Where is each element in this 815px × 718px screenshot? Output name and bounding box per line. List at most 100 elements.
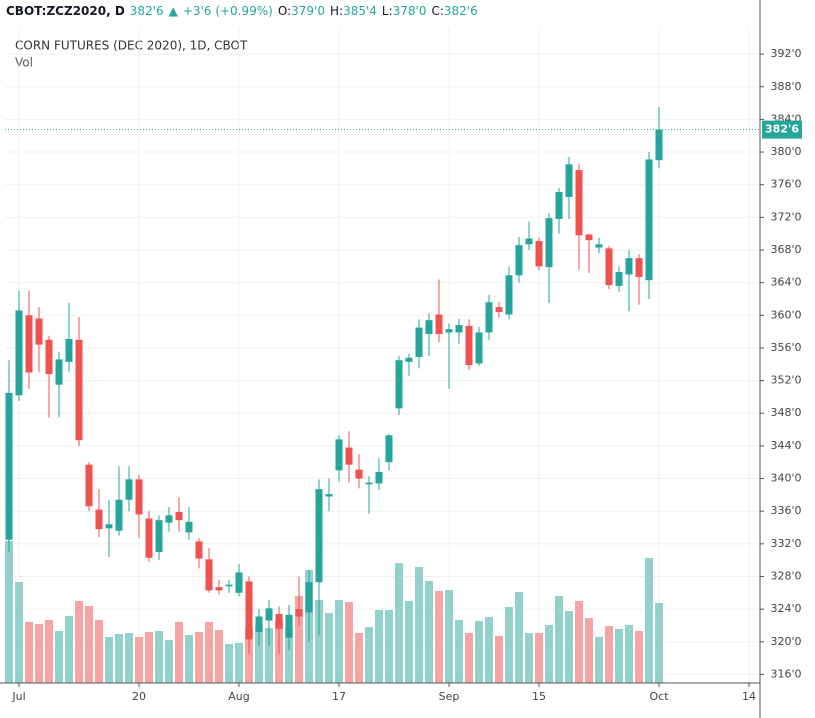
volume-bar xyxy=(25,622,33,683)
volume-bar xyxy=(115,634,123,683)
volume-bar xyxy=(375,610,383,683)
x-tick-label: 17 xyxy=(332,690,346,703)
volume-bar xyxy=(465,633,473,683)
candle-body xyxy=(225,584,233,587)
volume-bar xyxy=(565,611,573,683)
candle-body xyxy=(215,587,223,591)
symbol-header: CBOT:ZCZ2020, D 382'6 ▲ +3'6 (+0.99%) O:379'… xyxy=(6,4,488,18)
change-arrow: ▲ xyxy=(168,4,178,18)
chart-title: CORN FUTURES (DEC 2020), 1D, CBOT xyxy=(15,39,248,53)
ohlc-value: 378'0 xyxy=(392,4,427,18)
candle-body xyxy=(165,515,173,523)
candle-body xyxy=(395,360,403,409)
volume-bar xyxy=(315,600,323,683)
x-tick-label: 15 xyxy=(532,690,546,703)
candle-body xyxy=(355,469,363,479)
y-tick-label: 336'0 xyxy=(770,504,801,517)
volume-bar xyxy=(175,622,183,683)
volume-bar xyxy=(285,628,293,683)
x-tick-label: 14 xyxy=(742,690,756,703)
volume-bar xyxy=(395,563,403,683)
volume-bar xyxy=(105,637,113,683)
candle-body xyxy=(235,572,243,593)
volume-bar xyxy=(345,602,353,683)
y-tick-label: 388'0 xyxy=(770,80,801,93)
candle-body xyxy=(425,320,433,335)
candle-body xyxy=(605,248,613,286)
volume-bar xyxy=(35,624,43,683)
ohlc-value: 379'0 xyxy=(291,4,325,18)
candle-body xyxy=(155,520,163,552)
volume-bar xyxy=(485,617,493,683)
candle-body xyxy=(255,616,263,632)
y-tick-label: 356'0 xyxy=(770,341,801,354)
volume-bar xyxy=(255,625,263,683)
volume-bar xyxy=(605,626,613,683)
volume-bar xyxy=(355,633,363,683)
y-tick-label: 376'0 xyxy=(770,178,801,191)
candle-body xyxy=(575,170,583,236)
y-tick-label: 324'0 xyxy=(770,602,801,615)
volume-bar xyxy=(245,628,253,683)
candle-body xyxy=(245,581,253,640)
candle-body xyxy=(315,489,323,583)
candle-body xyxy=(135,479,143,515)
candle-body xyxy=(595,244,603,248)
volume-bar xyxy=(55,631,63,683)
candle-body xyxy=(655,129,663,161)
change: +3'6 (+0.99%) xyxy=(182,4,273,18)
volume-bar xyxy=(445,590,453,683)
volume-bar xyxy=(215,630,223,683)
volume-bar xyxy=(295,596,303,683)
volume-bar xyxy=(165,640,173,683)
candle-body xyxy=(375,472,383,484)
candle-body xyxy=(585,234,593,241)
volume-bar xyxy=(205,622,213,683)
candle-body xyxy=(465,325,473,366)
candle-body xyxy=(415,327,423,357)
y-tick-label: 368'0 xyxy=(770,243,801,256)
candle-body xyxy=(125,479,133,500)
candle-body xyxy=(35,318,43,345)
candle-body xyxy=(195,541,203,559)
volume-bar xyxy=(225,644,233,683)
y-tick-label: 380'0 xyxy=(770,145,801,158)
volume-bar xyxy=(615,629,623,683)
volume-bar xyxy=(235,643,243,683)
candle-body xyxy=(345,447,353,465)
candle-body xyxy=(495,307,503,313)
candle-body xyxy=(385,435,393,463)
candle-body xyxy=(435,314,443,335)
candle-body xyxy=(335,439,343,471)
volume-bar xyxy=(525,633,533,683)
candle-body xyxy=(45,339,53,375)
candle-body xyxy=(365,482,373,485)
candle-body xyxy=(5,392,13,540)
volume-bar xyxy=(575,601,583,683)
candle-body xyxy=(615,272,623,286)
volume-bar xyxy=(385,610,393,683)
x-tick-label: Sep xyxy=(439,690,460,703)
candle-body xyxy=(625,258,633,275)
volume-bar xyxy=(595,637,603,683)
candle-body xyxy=(485,302,493,333)
y-tick-label: 344'0 xyxy=(770,439,801,452)
candle-body xyxy=(295,609,303,617)
volume-bar xyxy=(125,633,133,683)
volume-bar xyxy=(545,625,553,683)
y-tick-label: 340'0 xyxy=(770,472,801,485)
candles xyxy=(5,107,663,655)
y-tick-label: 320'0 xyxy=(770,635,801,648)
volume-bar xyxy=(45,620,53,683)
volume-bar xyxy=(135,637,143,683)
y-tick-label: 348'0 xyxy=(770,406,801,419)
last-price: 382'6 xyxy=(129,4,164,18)
candle-body xyxy=(115,499,123,531)
candle-body xyxy=(555,192,563,219)
candle-body xyxy=(475,332,483,364)
candle-body xyxy=(85,464,93,507)
volume-bar xyxy=(325,613,333,683)
volume-bar xyxy=(455,620,463,683)
y-tick-label: 364'0 xyxy=(770,276,801,289)
